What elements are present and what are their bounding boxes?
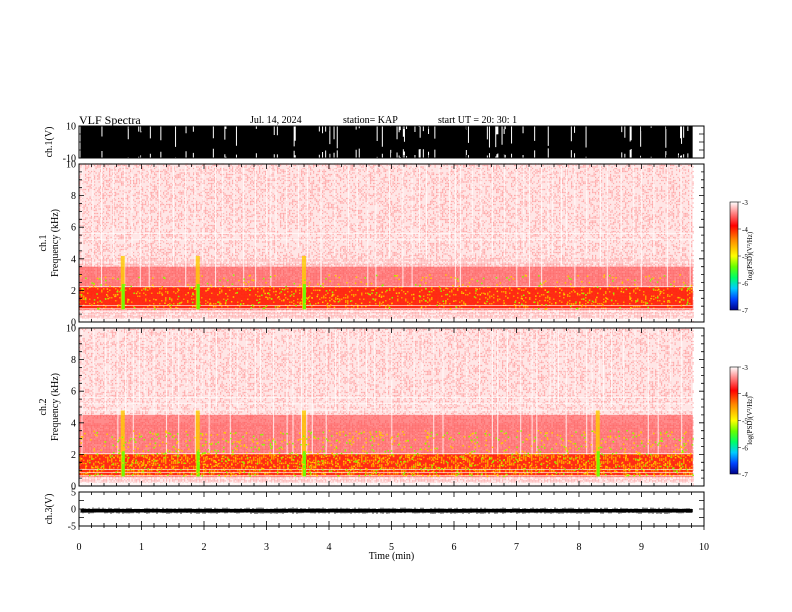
- ch1-waveform-ytick-label: -10: [63, 154, 76, 165]
- ch2-spectrogram-ytick-label: 2: [71, 450, 76, 461]
- ch1-spectrogram-ytick-label: 4: [71, 254, 76, 265]
- ch2-spectrogram-colorbar-tick-label: -3: [742, 364, 748, 372]
- xtick-label: 0: [77, 542, 82, 553]
- xtick-label: 9: [639, 542, 644, 553]
- start-ut-label: start UT = 20: 30: 1: [438, 115, 518, 126]
- ch3-waveform-trace: [80, 507, 693, 514]
- ch1-spectrogram-colorbar-tick-label: -5: [742, 253, 748, 261]
- xtick-label: 3: [264, 542, 269, 553]
- ch1-waveform-ylabel: ch.1(V): [44, 127, 55, 158]
- ch2-spectrogram-colorbar-tick-label: -7: [742, 471, 748, 479]
- ch2-spectrogram-colorbar-ticks: [738, 366, 741, 475]
- xtick-label: 1: [139, 542, 144, 553]
- recording-date: Jul. 14, 2024: [250, 115, 302, 126]
- ch1-waveform-ticks: [78, 125, 705, 159]
- ch1-spectrogram-colorbar-tick-label: -6: [742, 280, 748, 288]
- ch2-spectrogram-ylabel: Frequency (kHz): [50, 373, 61, 441]
- ch3-waveform-ytick-label: 0: [71, 505, 76, 516]
- ch1-spectrogram-ytick-label: 6: [71, 223, 76, 234]
- ch2-spectrogram-colorbar-label: log(PSD)(V²/Hz): [746, 396, 754, 445]
- ch1-spectrogram-colorbar: [729, 201, 739, 311]
- xtick-label: 7: [514, 542, 519, 553]
- station-label: station= KAP: [343, 115, 398, 126]
- ch1-spectrogram-colorbar-tick-label: -3: [742, 199, 748, 207]
- xtick-label: 2: [202, 542, 207, 553]
- xtick-label: 4: [327, 542, 332, 553]
- ch3-waveform-ytick-label: 5: [71, 488, 76, 499]
- ch2-spectrogram-ytick-label: 4: [71, 418, 76, 429]
- ch1-spectrogram-ytick-label: 8: [71, 191, 76, 202]
- ch3-waveform-ylabel: ch.3(V): [44, 494, 55, 525]
- ch2-spectrogram-ytick-label: 10: [66, 324, 76, 335]
- x-axis-label: Time (min): [369, 551, 414, 562]
- ch1-spectrogram-ylabel: ch.1: [38, 235, 49, 252]
- ch1-spectrogram-ytick-label: 10: [66, 160, 76, 171]
- xtick-label: 10: [699, 542, 709, 553]
- ch1-spectrogram-ytick-label: 0: [71, 318, 76, 329]
- ch2-spectrogram-ylabel: ch.2: [38, 399, 49, 416]
- ch2-spectrogram-ytick-label: 6: [71, 387, 76, 398]
- ch2-spectrogram-ytick-label: 8: [71, 355, 76, 366]
- ch3-waveform-ytick-label: -5: [68, 522, 76, 533]
- ch1-spectrogram-image: [79, 163, 694, 323]
- ch1-spectrogram-colorbar-label: log(PSD)(V²/Hz): [746, 231, 754, 280]
- ch2-spectrogram-colorbar-tick-label: -6: [742, 444, 748, 452]
- ch2-spectrogram-ytick-label: 0: [71, 482, 76, 493]
- xtick-label: 8: [577, 542, 582, 553]
- ch1-waveform-trace: [80, 126, 693, 158]
- ch2-spectrogram-ticks: [78, 327, 705, 487]
- ch1-spectrogram-ticks: [78, 163, 705, 323]
- ch1-spectrogram-colorbar-ticks: [738, 201, 741, 311]
- ch1-spectrogram-ytick-label: 2: [71, 286, 76, 297]
- ch2-spectrogram-colorbar-tick-label: -4: [742, 391, 748, 399]
- ch1-spectrogram-colorbar-tick-label: -7: [742, 307, 748, 315]
- ch1-waveform-ytick-label: 10: [66, 122, 76, 133]
- ch3-waveform-ticks: [78, 491, 705, 530]
- ch2-spectrogram-colorbar: [729, 366, 739, 475]
- ch2-spectrogram-image: [79, 327, 694, 487]
- ch2-spectrogram-colorbar-tick-label: -5: [742, 418, 748, 426]
- ch1-spectrogram-ylabel: Frequency (kHz): [50, 209, 61, 277]
- xtick-label: 6: [452, 542, 457, 553]
- chart-title: VLF Spectra: [79, 113, 141, 127]
- xtick-label: 5: [389, 542, 394, 553]
- ch1-spectrogram-colorbar-tick-label: -4: [742, 226, 748, 234]
